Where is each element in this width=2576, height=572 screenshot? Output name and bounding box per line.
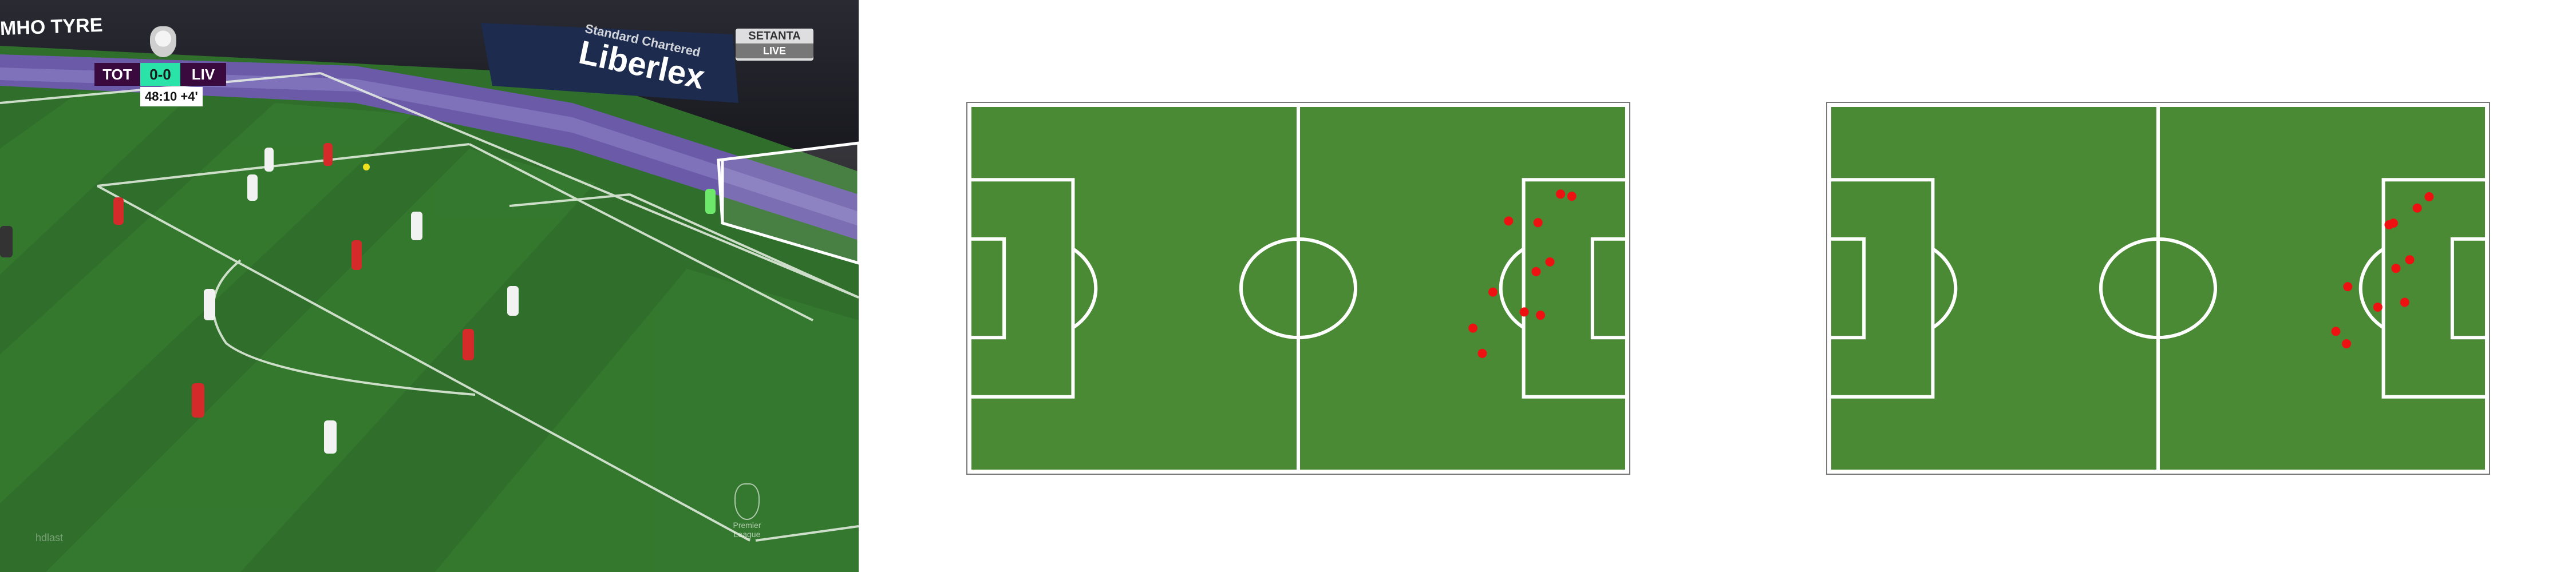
player-point (1468, 323, 1478, 333)
field-lines (0, 72, 859, 542)
player-point (2342, 339, 2352, 348)
ball (363, 164, 370, 170)
live-tag: LIVE (736, 43, 813, 58)
referee (0, 226, 13, 257)
pitch-outline (966, 102, 1630, 475)
pitch-diagram-1 (966, 102, 1630, 475)
player-point (1488, 287, 1498, 297)
player-point (2424, 192, 2434, 201)
player-point (1504, 216, 1514, 226)
player-point (2373, 302, 2383, 312)
center-circle (2099, 237, 2218, 340)
center-circle (1239, 237, 1358, 340)
right-penalty-arc (2358, 247, 2385, 329)
pitch-svg-2 (1826, 102, 2490, 475)
broadcaster-name: SETANTA (748, 30, 801, 42)
home-team: TOT (94, 63, 140, 86)
broadcast-scene (0, 0, 859, 572)
premier-league-watermark-icon (734, 483, 760, 520)
goal (717, 141, 859, 265)
pitch-svg-1 (966, 102, 1630, 475)
player-point (1556, 189, 1566, 199)
broadcast-frame: TOT 0-0 LIV 48:10 +4' MHO TYRE Standard … (0, 0, 859, 572)
score: 0-0 (140, 63, 180, 86)
right-six-yard-box (2450, 237, 2489, 340)
match-clock: 48:10 +4' (140, 87, 203, 106)
player-point (1545, 257, 1555, 267)
player-point (1567, 192, 1577, 201)
match-time: 48:10 (145, 89, 177, 104)
player-point (2391, 264, 2401, 273)
left-penalty-arc (1072, 247, 1098, 329)
player-point (2405, 255, 2415, 265)
player-point (2343, 282, 2353, 292)
premier-league-crest-icon (150, 26, 176, 57)
pitch-outline (1826, 102, 2490, 475)
left-six-yard-box (968, 237, 1006, 340)
right-six-yard-box (1590, 237, 1629, 340)
pitch-diagram-2 (1826, 102, 2490, 475)
scoreboard: TOT 0-0 LIV (94, 63, 226, 86)
player-point (1531, 267, 1541, 276)
sponsor-panel (481, 23, 738, 103)
player-point (2412, 203, 2422, 213)
player-point (1533, 218, 1543, 228)
tyre-banner: MHO TYRE (0, 14, 104, 40)
goalkeeper (705, 189, 716, 214)
left-penalty-arc (1931, 247, 1958, 329)
channel-watermark: hdlast (35, 532, 64, 543)
player-point (2384, 220, 2394, 229)
away-players (113, 143, 474, 418)
player-point (1477, 348, 1487, 358)
players (0, 143, 716, 454)
player-point (2400, 297, 2409, 307)
left-six-yard-box (1828, 237, 1866, 340)
player-point (1536, 311, 1546, 320)
premier-league-watermark-text: Premier League (733, 521, 761, 539)
away-team: LIV (180, 63, 226, 86)
added-time: +4' (180, 89, 198, 104)
home-players (204, 148, 519, 454)
player-point (1519, 307, 1529, 317)
player-point (2331, 327, 2341, 336)
right-penalty-arc (1499, 247, 1525, 329)
broadcaster-bug: SETANTA LIVE (736, 29, 813, 61)
